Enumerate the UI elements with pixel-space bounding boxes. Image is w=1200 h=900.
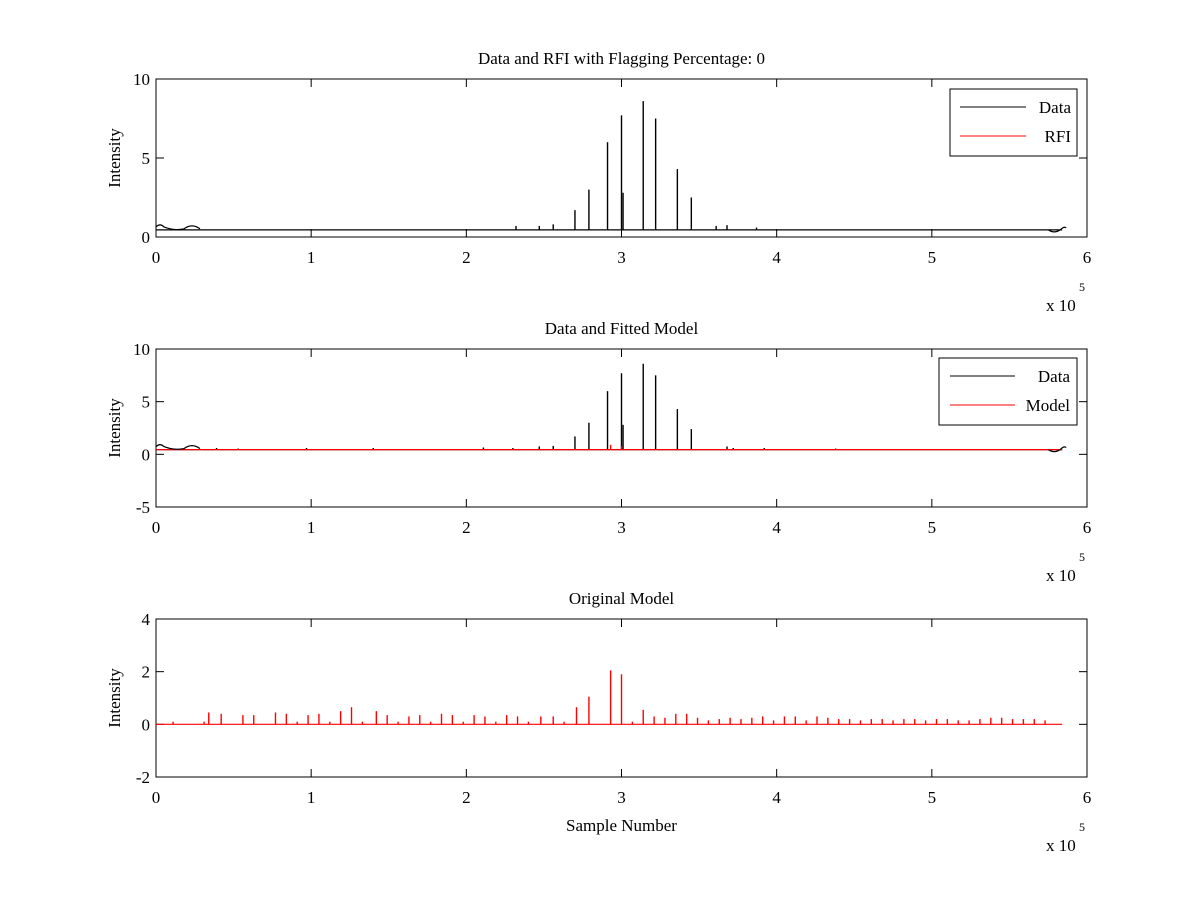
x-exponent-power: 5 xyxy=(1079,550,1085,564)
x-tick-label: 1 xyxy=(307,248,316,267)
series-model xyxy=(156,444,1063,451)
legend-entry: Data xyxy=(1039,98,1072,117)
series-data xyxy=(156,363,1063,451)
x-exponent-base: x 10 xyxy=(1046,836,1076,855)
baseline-wiggle-start xyxy=(155,224,201,231)
x-tick-label: 3 xyxy=(617,248,626,267)
y-tick-label: 4 xyxy=(142,610,151,629)
legend: Data Model xyxy=(938,357,1078,426)
x-exponent-base: x 10 xyxy=(1046,296,1076,315)
x-tick-label: 5 xyxy=(928,788,937,807)
x-tick-label: 3 xyxy=(617,788,626,807)
series-model xyxy=(156,670,1063,725)
baseline-wiggle-start xyxy=(155,443,201,450)
baseline-wiggle-end xyxy=(1047,446,1067,453)
x-tick-label: 6 xyxy=(1083,518,1092,537)
legend-entry: RFI xyxy=(1045,127,1072,146)
legend-entry: Data xyxy=(1038,367,1071,386)
x-tick-label: 4 xyxy=(772,788,781,807)
legend: Data RFI xyxy=(949,88,1078,157)
x-tick-label: 5 xyxy=(928,518,937,537)
x-tick-label: 3 xyxy=(617,518,626,537)
x-tick-label: 1 xyxy=(307,518,316,537)
legend-box xyxy=(949,88,1078,157)
chart-1: Data and RFI with Flagging Percentage: 0… xyxy=(105,49,1091,315)
chart-title: Data and Fitted Model xyxy=(545,319,699,338)
legend-entry: Model xyxy=(1026,396,1071,415)
x-tick-label: 4 xyxy=(772,248,781,267)
y-tick-label: 5 xyxy=(142,149,151,168)
y-tick-label: 10 xyxy=(133,340,150,359)
y-axis-label: Intensity xyxy=(105,128,124,188)
x-exponent-base: x 10 xyxy=(1046,566,1076,585)
x-axis-label: Sample Number xyxy=(566,816,677,835)
x-exponent-power: 5 xyxy=(1079,280,1085,294)
chart-title: Original Model xyxy=(569,589,675,608)
x-tick-label: 5 xyxy=(928,248,937,267)
y-tick-label: -2 xyxy=(136,768,150,787)
x-tick-label: 2 xyxy=(462,248,471,267)
x-tick-label: 6 xyxy=(1083,788,1092,807)
series-data xyxy=(156,101,1063,231)
chart-title: Data and RFI with Flagging Percentage: 0 xyxy=(478,49,765,68)
y-tick-label: 5 xyxy=(142,393,151,412)
x-tick-label: 0 xyxy=(152,518,161,537)
x-tick-label: 1 xyxy=(307,788,316,807)
y-axis-label: Intensity xyxy=(105,668,124,728)
y-tick-label: 0 xyxy=(142,228,151,247)
y-tick-label: -5 xyxy=(136,498,150,517)
x-tick-label: 0 xyxy=(152,788,161,807)
y-tick-label: 0 xyxy=(142,445,151,464)
y-tick-label: 10 xyxy=(133,70,150,89)
x-tick-label: 2 xyxy=(462,788,471,807)
x-tick-label: 2 xyxy=(462,518,471,537)
legend-box xyxy=(938,357,1078,426)
x-tick-label: 0 xyxy=(152,248,161,267)
x-tick-label: 6 xyxy=(1083,248,1092,267)
x-tick-label: 4 xyxy=(772,518,781,537)
y-tick-label: 2 xyxy=(142,663,151,682)
baseline-wiggle-end xyxy=(1047,226,1067,233)
x-exponent-power: 5 xyxy=(1079,820,1085,834)
y-axis-label: Intensity xyxy=(105,398,124,458)
y-tick-label: 0 xyxy=(142,715,151,734)
